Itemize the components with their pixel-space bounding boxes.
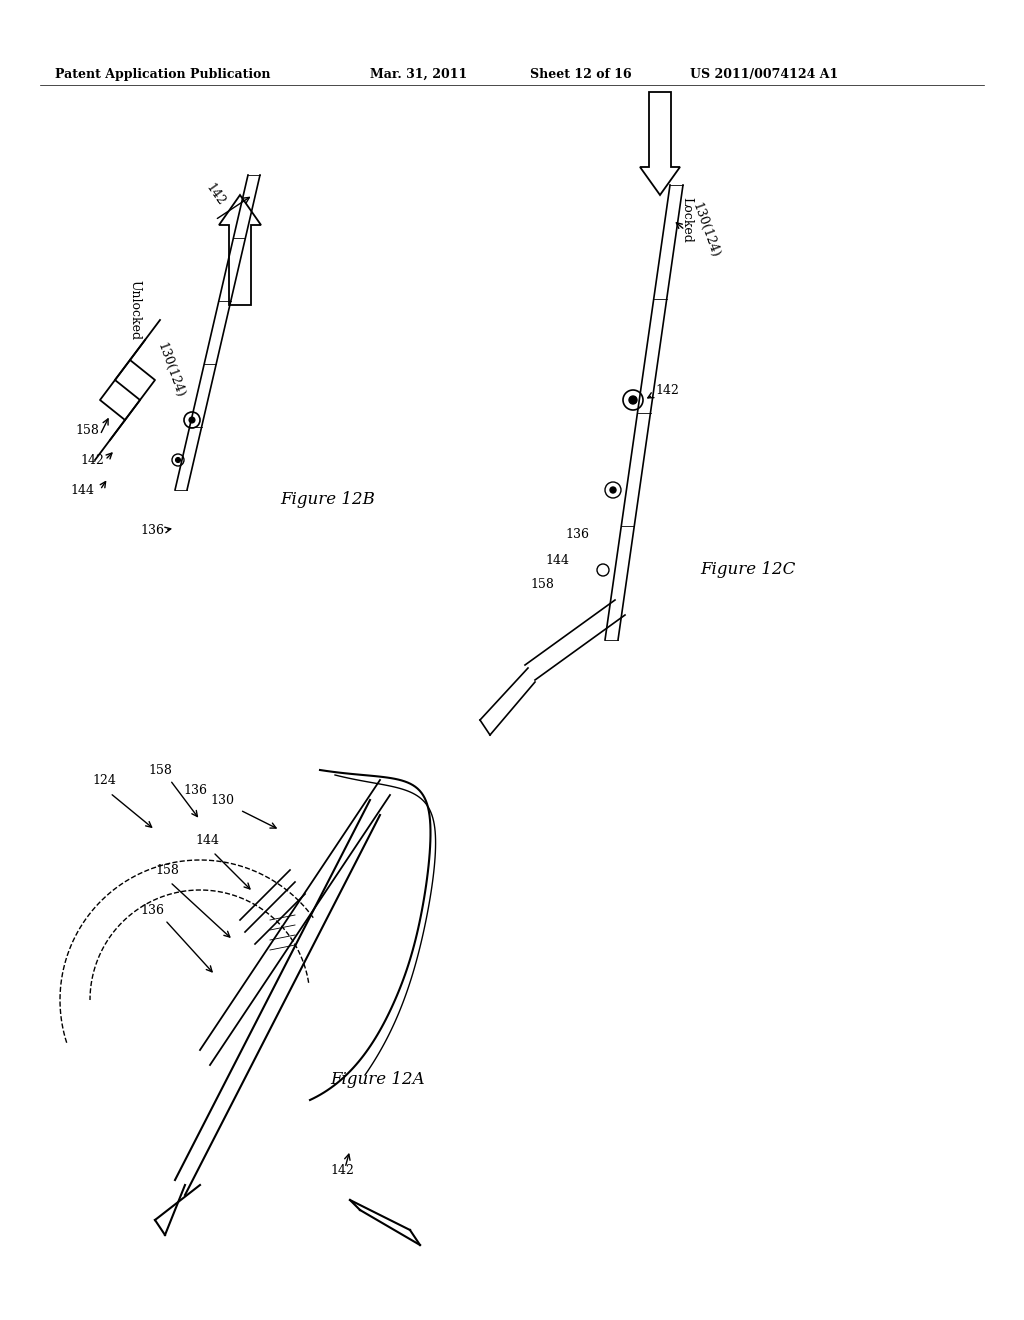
Text: 144: 144 [545, 553, 569, 566]
Text: Sheet 12 of 16: Sheet 12 of 16 [530, 69, 632, 81]
Text: 158: 158 [155, 863, 179, 876]
Text: US 2011/0074124 A1: US 2011/0074124 A1 [690, 69, 839, 81]
Text: 142: 142 [330, 1163, 354, 1176]
Text: 142: 142 [655, 384, 679, 396]
Text: 142: 142 [80, 454, 103, 466]
Text: Locked: Locked [680, 197, 693, 243]
Text: 136: 136 [183, 784, 207, 796]
Text: 144: 144 [195, 833, 219, 846]
Text: Mar. 31, 2011: Mar. 31, 2011 [370, 69, 467, 81]
Text: Figure 12A: Figure 12A [330, 1072, 425, 1089]
Text: 136: 136 [140, 903, 164, 916]
Text: 144: 144 [70, 483, 94, 496]
Text: Figure 12B: Figure 12B [280, 491, 375, 508]
Circle shape [629, 396, 637, 404]
Text: 130(124): 130(124) [690, 201, 722, 259]
Text: 158: 158 [530, 578, 554, 591]
Circle shape [175, 458, 180, 462]
Text: 136: 136 [140, 524, 164, 536]
Text: 142: 142 [203, 181, 227, 209]
Text: Figure 12C: Figure 12C [700, 561, 796, 578]
Text: 124: 124 [92, 774, 116, 787]
Circle shape [189, 417, 195, 422]
Text: 158: 158 [75, 424, 99, 437]
Text: Unlocked: Unlocked [128, 280, 141, 341]
Text: 130: 130 [210, 793, 234, 807]
Circle shape [610, 487, 616, 492]
Text: 130(124): 130(124) [155, 341, 187, 400]
Text: 136: 136 [565, 528, 589, 541]
Text: 158: 158 [148, 763, 172, 776]
Text: Patent Application Publication: Patent Application Publication [55, 69, 270, 81]
